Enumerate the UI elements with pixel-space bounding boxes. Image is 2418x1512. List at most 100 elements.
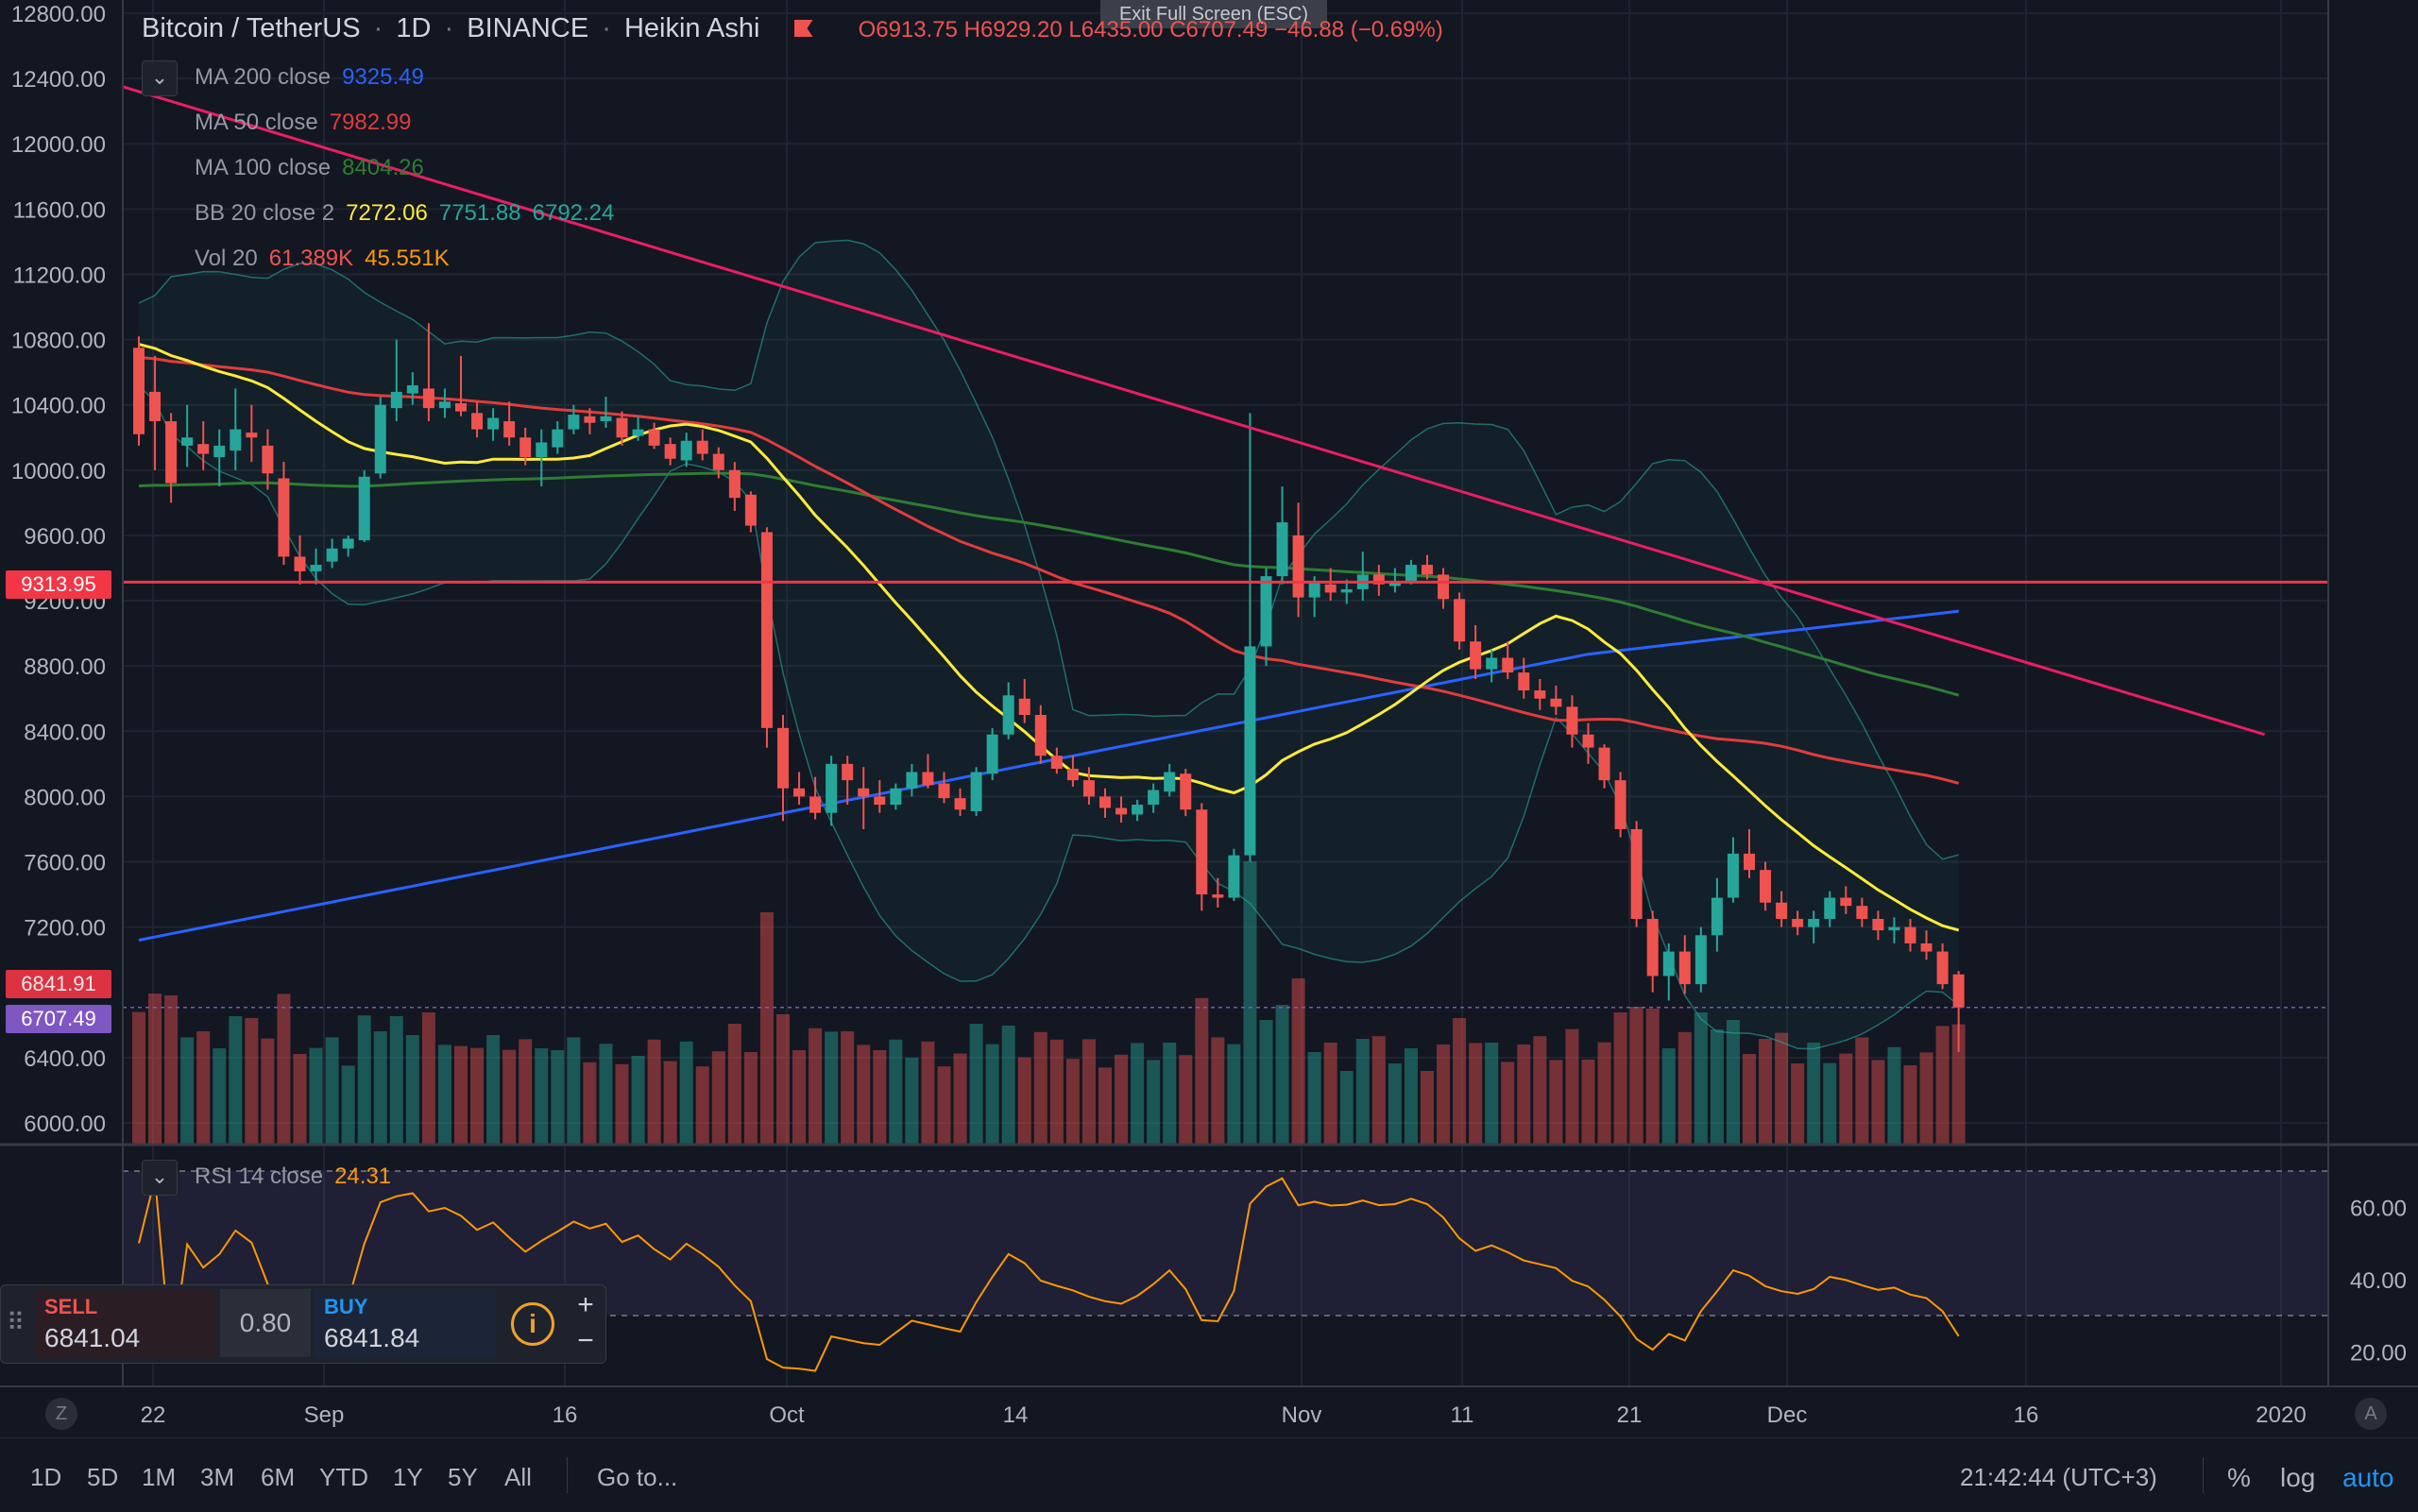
time-tick-label: Nov	[1282, 1402, 1322, 1428]
collapse-indicators-button[interactable]: ⌄	[142, 60, 178, 96]
candle	[1694, 926, 1707, 993]
volume-bar	[1581, 1060, 1595, 1145]
candle-body	[1727, 853, 1739, 898]
volume-bar	[261, 1038, 275, 1145]
clock[interactable]: 21:42:44 (UTC+3)	[1960, 1463, 2157, 1491]
sell-button[interactable]: SELL 6841.04	[35, 1289, 216, 1357]
volume-bar	[1501, 1062, 1515, 1145]
indicator-ma50[interactable]: MA 50 close 7982.99	[195, 110, 423, 136]
candle	[1018, 679, 1030, 723]
volume-bar	[809, 1028, 823, 1145]
candle	[197, 420, 210, 470]
flag-icon[interactable]	[793, 20, 813, 37]
goto-button[interactable]: Go to...	[597, 1463, 678, 1491]
zoom-reset-button[interactable]: Z	[45, 1398, 77, 1430]
candle-body	[1776, 902, 1788, 920]
volume-bar	[277, 994, 291, 1145]
candle	[406, 372, 418, 405]
candle-body	[1438, 574, 1450, 600]
range-all[interactable]: All	[504, 1463, 532, 1491]
candle	[1324, 568, 1337, 602]
range-3m[interactable]: 3M	[200, 1463, 235, 1491]
info-icon[interactable]: i	[511, 1302, 554, 1346]
exit-fullscreen-banner[interactable]: Exit Full Screen (ESC)	[1100, 0, 1327, 28]
candle-body	[310, 565, 322, 571]
buy-button[interactable]: BUY 6841.84	[315, 1289, 496, 1357]
interval-label[interactable]: 1D	[396, 13, 432, 43]
price-tick-label: 10800.00	[11, 329, 106, 354]
range-5y[interactable]: 5Y	[448, 1463, 478, 1491]
indicator-value: 61.389K	[268, 246, 354, 271]
drag-handle-icon[interactable]: ⠿	[7, 1308, 26, 1336]
bollinger-band-fill	[139, 240, 1959, 1049]
candle-body	[1276, 522, 1288, 577]
collapse-rsi-button[interactable]: ⌄	[142, 1160, 178, 1196]
candle-body	[1082, 780, 1095, 797]
indicator-bollinger[interactable]: BB 20 close 2 7272.06 7751.88 6792.24	[195, 200, 625, 227]
candle-body	[760, 532, 773, 728]
ohlc-change: −46.88 (−0.69%)	[1273, 17, 1443, 42]
candle	[584, 408, 596, 434]
rsi-tick-label: 40.00	[2350, 1268, 2407, 1294]
candle	[616, 411, 628, 446]
volume-bar	[1049, 1039, 1064, 1145]
candle-body	[230, 429, 242, 451]
indicator-value: 9325.49	[342, 64, 424, 90]
minus-icon[interactable]: −	[577, 1325, 594, 1356]
candle	[1212, 877, 1224, 908]
auto-scale-corner-button[interactable]: A	[2355, 1398, 2387, 1430]
indicator-volume[interactable]: Vol 20 61.389K 45.551K	[195, 246, 461, 272]
candle-body	[1598, 747, 1610, 781]
volume-bar	[1098, 1067, 1112, 1145]
price-tick-label: 6000.00	[24, 1112, 106, 1137]
volume-bar	[1694, 1012, 1708, 1145]
indicator-label: MA 200 close	[195, 64, 332, 90]
volume-bar	[1017, 1057, 1031, 1145]
indicator-ma100[interactable]: MA 100 close 8404.26	[195, 155, 435, 181]
volume-bar	[454, 1045, 468, 1145]
candle	[1760, 861, 1772, 911]
range-6m[interactable]: 6M	[261, 1463, 296, 1491]
candle	[744, 491, 757, 533]
volume-bar	[486, 1035, 501, 1145]
candle	[1776, 891, 1788, 927]
candle	[1180, 769, 1192, 817]
bollinger-upper-line	[138, 239, 1959, 860]
candle-body	[906, 772, 918, 789]
candle	[1727, 837, 1739, 903]
candle-body	[1372, 574, 1385, 585]
candle	[938, 772, 950, 804]
range-1m[interactable]: 1M	[142, 1463, 177, 1491]
indicator-ma200[interactable]: MA 200 close 9325.49	[195, 64, 435, 91]
range-1y[interactable]: 1Y	[393, 1463, 423, 1491]
volume-bar	[792, 1050, 807, 1145]
candle-body	[1744, 853, 1755, 871]
range-5d[interactable]: 5D	[87, 1463, 119, 1491]
candle-body	[1164, 772, 1176, 792]
rsi-tick-label: 20.00	[2350, 1340, 2407, 1366]
auto-scale-toggle[interactable]: auto	[2342, 1463, 2394, 1492]
candle	[165, 413, 178, 503]
volume-bar	[841, 1031, 855, 1145]
time-tick-label: 16	[2014, 1402, 2039, 1428]
symbol-name[interactable]: Bitcoin / TetherUS	[142, 13, 361, 43]
volume-bar	[405, 1035, 419, 1145]
volume-bar	[519, 1039, 533, 1145]
log-scale-toggle[interactable]: log	[2280, 1463, 2316, 1492]
volume-bar	[663, 1061, 677, 1145]
range-ytd[interactable]: YTD	[319, 1463, 368, 1491]
candle	[1744, 828, 1755, 878]
candle	[664, 437, 676, 466]
indicator-rsi[interactable]: RSI 14 close 24.31	[195, 1164, 402, 1190]
candle	[342, 535, 354, 557]
plus-icon[interactable]: +	[577, 1289, 594, 1320]
ma200-line	[138, 609, 1959, 942]
range-1d[interactable]: 1D	[30, 1463, 62, 1491]
candle	[1598, 744, 1610, 789]
toolbar-divider	[2203, 1457, 2204, 1493]
candle-body	[1646, 919, 1659, 977]
percent-scale-toggle[interactable]: %	[2227, 1463, 2251, 1492]
ohlc-low: L6435.00	[1068, 17, 1164, 42]
